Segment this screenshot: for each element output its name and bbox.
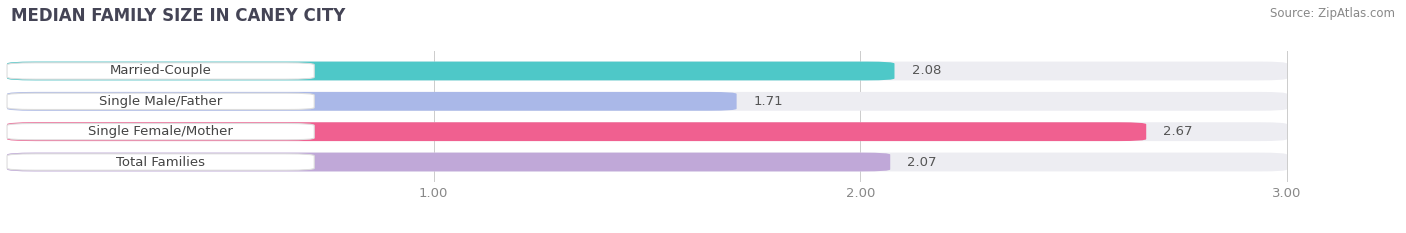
FancyBboxPatch shape	[7, 62, 894, 80]
Text: MEDIAN FAMILY SIZE IN CANEY CITY: MEDIAN FAMILY SIZE IN CANEY CITY	[11, 7, 346, 25]
FancyBboxPatch shape	[7, 92, 1286, 111]
FancyBboxPatch shape	[7, 93, 314, 110]
Text: Source: ZipAtlas.com: Source: ZipAtlas.com	[1270, 7, 1395, 20]
FancyBboxPatch shape	[7, 63, 314, 79]
FancyBboxPatch shape	[7, 154, 314, 170]
FancyBboxPatch shape	[7, 153, 890, 171]
FancyBboxPatch shape	[7, 122, 1146, 141]
Text: 2.07: 2.07	[907, 155, 936, 168]
FancyBboxPatch shape	[7, 123, 314, 140]
Text: 2.08: 2.08	[911, 65, 941, 78]
FancyBboxPatch shape	[7, 92, 737, 111]
Text: Married-Couple: Married-Couple	[110, 65, 211, 78]
Text: Single Female/Mother: Single Female/Mother	[89, 125, 233, 138]
FancyBboxPatch shape	[7, 153, 1286, 171]
Text: 1.71: 1.71	[754, 95, 783, 108]
Text: Single Male/Father: Single Male/Father	[98, 95, 222, 108]
FancyBboxPatch shape	[7, 62, 1286, 80]
Text: Total Families: Total Families	[117, 155, 205, 168]
FancyBboxPatch shape	[7, 122, 1286, 141]
Text: 2.67: 2.67	[1163, 125, 1192, 138]
